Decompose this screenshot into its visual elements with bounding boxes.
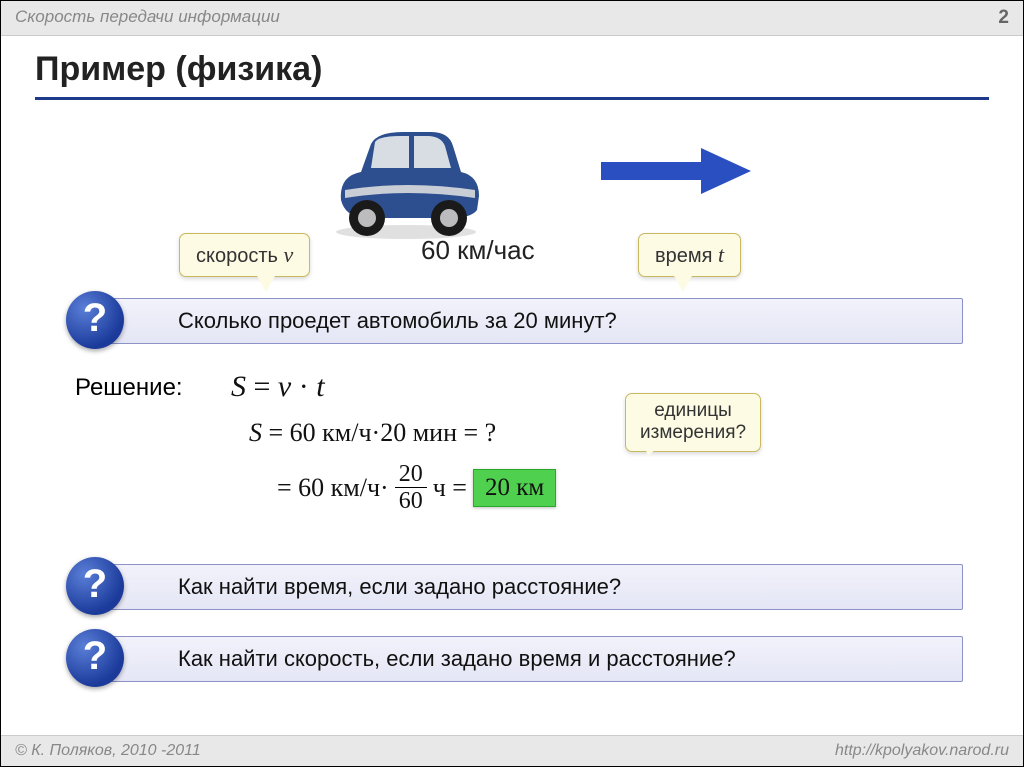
question-badge-icon: ?	[66, 291, 124, 349]
question-3-text: Как найти скорость, если задано время и …	[178, 646, 736, 671]
page-number: 2	[998, 7, 1009, 29]
time-callout-label: время	[655, 245, 712, 267]
fraction: 20 60	[395, 462, 427, 515]
arrow-right-icon	[601, 148, 751, 194]
topic-label: Скорость передачи информации	[15, 7, 280, 29]
time-callout-var: t	[718, 242, 724, 267]
time-callout-tail	[673, 274, 693, 292]
question-2-text: Как найти время, если задано расстояние?	[178, 574, 621, 599]
question-1-text: Сколько проедет автомобиль за 20 минут?	[178, 308, 617, 333]
header-bar: Скорость передачи информации 2	[1, 1, 1023, 36]
car-icon	[321, 122, 491, 240]
question-1: ? Сколько проедет автомобиль за 20 минут…	[97, 298, 963, 344]
formula-line3: = 60 км/ч· 20 60 ч = 20 км	[277, 462, 556, 515]
formula-S: S	[231, 370, 246, 403]
footer-bar: © К. Поляков, 2010 -2011 http://kpolyako…	[1, 735, 1023, 766]
solution-block: Решение: S = v · t S = 60 км/ч·20 мин = …	[1, 366, 1023, 546]
formula-main: S = v · t	[231, 370, 325, 404]
question-3: ? Как найти скорость, если задано время …	[97, 636, 963, 682]
formula-v: v	[278, 370, 291, 403]
time-callout: время t	[638, 233, 741, 277]
speed-callout-tail	[256, 274, 276, 292]
question-badge-icon: ?	[66, 629, 124, 687]
speed-callout-label: скорость	[196, 245, 278, 267]
page-title: Пример (физика)	[1, 36, 1023, 97]
solution-label: Решение:	[75, 374, 183, 402]
title-underline	[35, 97, 989, 100]
footer-url: http://kpolyakov.narod.ru	[835, 742, 1009, 760]
question-2: ? Как найти время, если задано расстояни…	[97, 564, 963, 610]
result-box: 20 км	[473, 469, 556, 507]
illustration-row	[1, 118, 1023, 248]
formula-t: t	[316, 370, 324, 403]
question-badge-icon: ?	[66, 557, 124, 615]
speed-callout: скорость v	[179, 233, 310, 277]
speed-callout-var: v	[284, 242, 294, 267]
speed-value: 60 км/час	[421, 235, 535, 266]
formula-line2: S = 60 км/ч·20 мин = ?	[249, 418, 496, 448]
copyright: © К. Поляков, 2010 -2011	[15, 742, 201, 760]
